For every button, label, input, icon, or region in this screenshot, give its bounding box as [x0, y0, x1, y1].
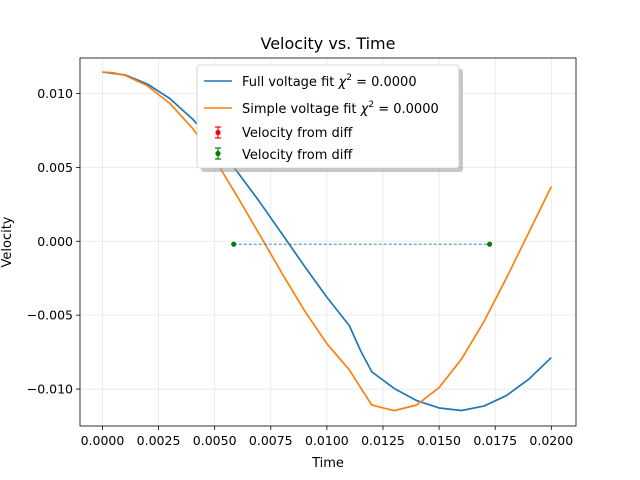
y-tick-label: 0.005 — [37, 160, 73, 175]
y-tick-label: 0.000 — [37, 234, 73, 249]
y-tick-label: −0.010 — [27, 382, 73, 397]
y-tick-label: −0.005 — [27, 308, 73, 323]
legend-entry-simple-fit: Simple voltage fit χ2 = 0.0000 — [242, 96, 439, 117]
legend-marker-green-diff — [215, 147, 221, 160]
x-tick-label: 0.0200 — [529, 433, 573, 448]
diff-velocity-point — [486, 241, 493, 247]
x-tick-label: 0.0175 — [473, 433, 517, 448]
legend: Full voltage fit χ2 = 0.0000 Simple volt… — [196, 64, 463, 172]
x-tick-label: 0.0025 — [137, 433, 181, 448]
x-axis-label: Time — [311, 456, 344, 471]
full-voltage-fit-line — [102, 71, 552, 412]
legend-entry-full-fit: Full voltage fit χ2 = 0.0000 — [242, 69, 417, 90]
x-tick-label: 0.0000 — [81, 433, 125, 448]
y-tick-label: 0.010 — [37, 86, 73, 101]
x-tick-label: 0.0050 — [193, 433, 237, 448]
diff-velocity-point — [231, 241, 237, 247]
chart-title: Velocity vs. Time — [261, 34, 396, 53]
x-tick-label: 0.0100 — [305, 433, 349, 448]
axes-frame — [79, 57, 577, 427]
x-tick-label: 0.0150 — [417, 433, 461, 448]
legend-entry-green-diff: Velocity from diff — [242, 148, 353, 163]
legend-marker-red-diff — [215, 126, 221, 139]
simple-voltage-fit-line — [102, 71, 553, 412]
y-axis: −0.010 −0.005 0.000 0.005 0.010 — [27, 86, 80, 397]
legend-box — [196, 64, 460, 169]
plot-area — [102, 71, 553, 412]
x-tick-label: 0.0075 — [249, 433, 293, 448]
x-tick-label: 0.0125 — [361, 433, 405, 448]
legend-entry-red-diff: Velocity from diff — [242, 126, 353, 141]
y-axis-label: Velocity — [0, 216, 15, 267]
x-axis: 0.0000 0.0025 0.0050 0.0075 0.0100 0.0125 0.01… — [81, 426, 573, 448]
